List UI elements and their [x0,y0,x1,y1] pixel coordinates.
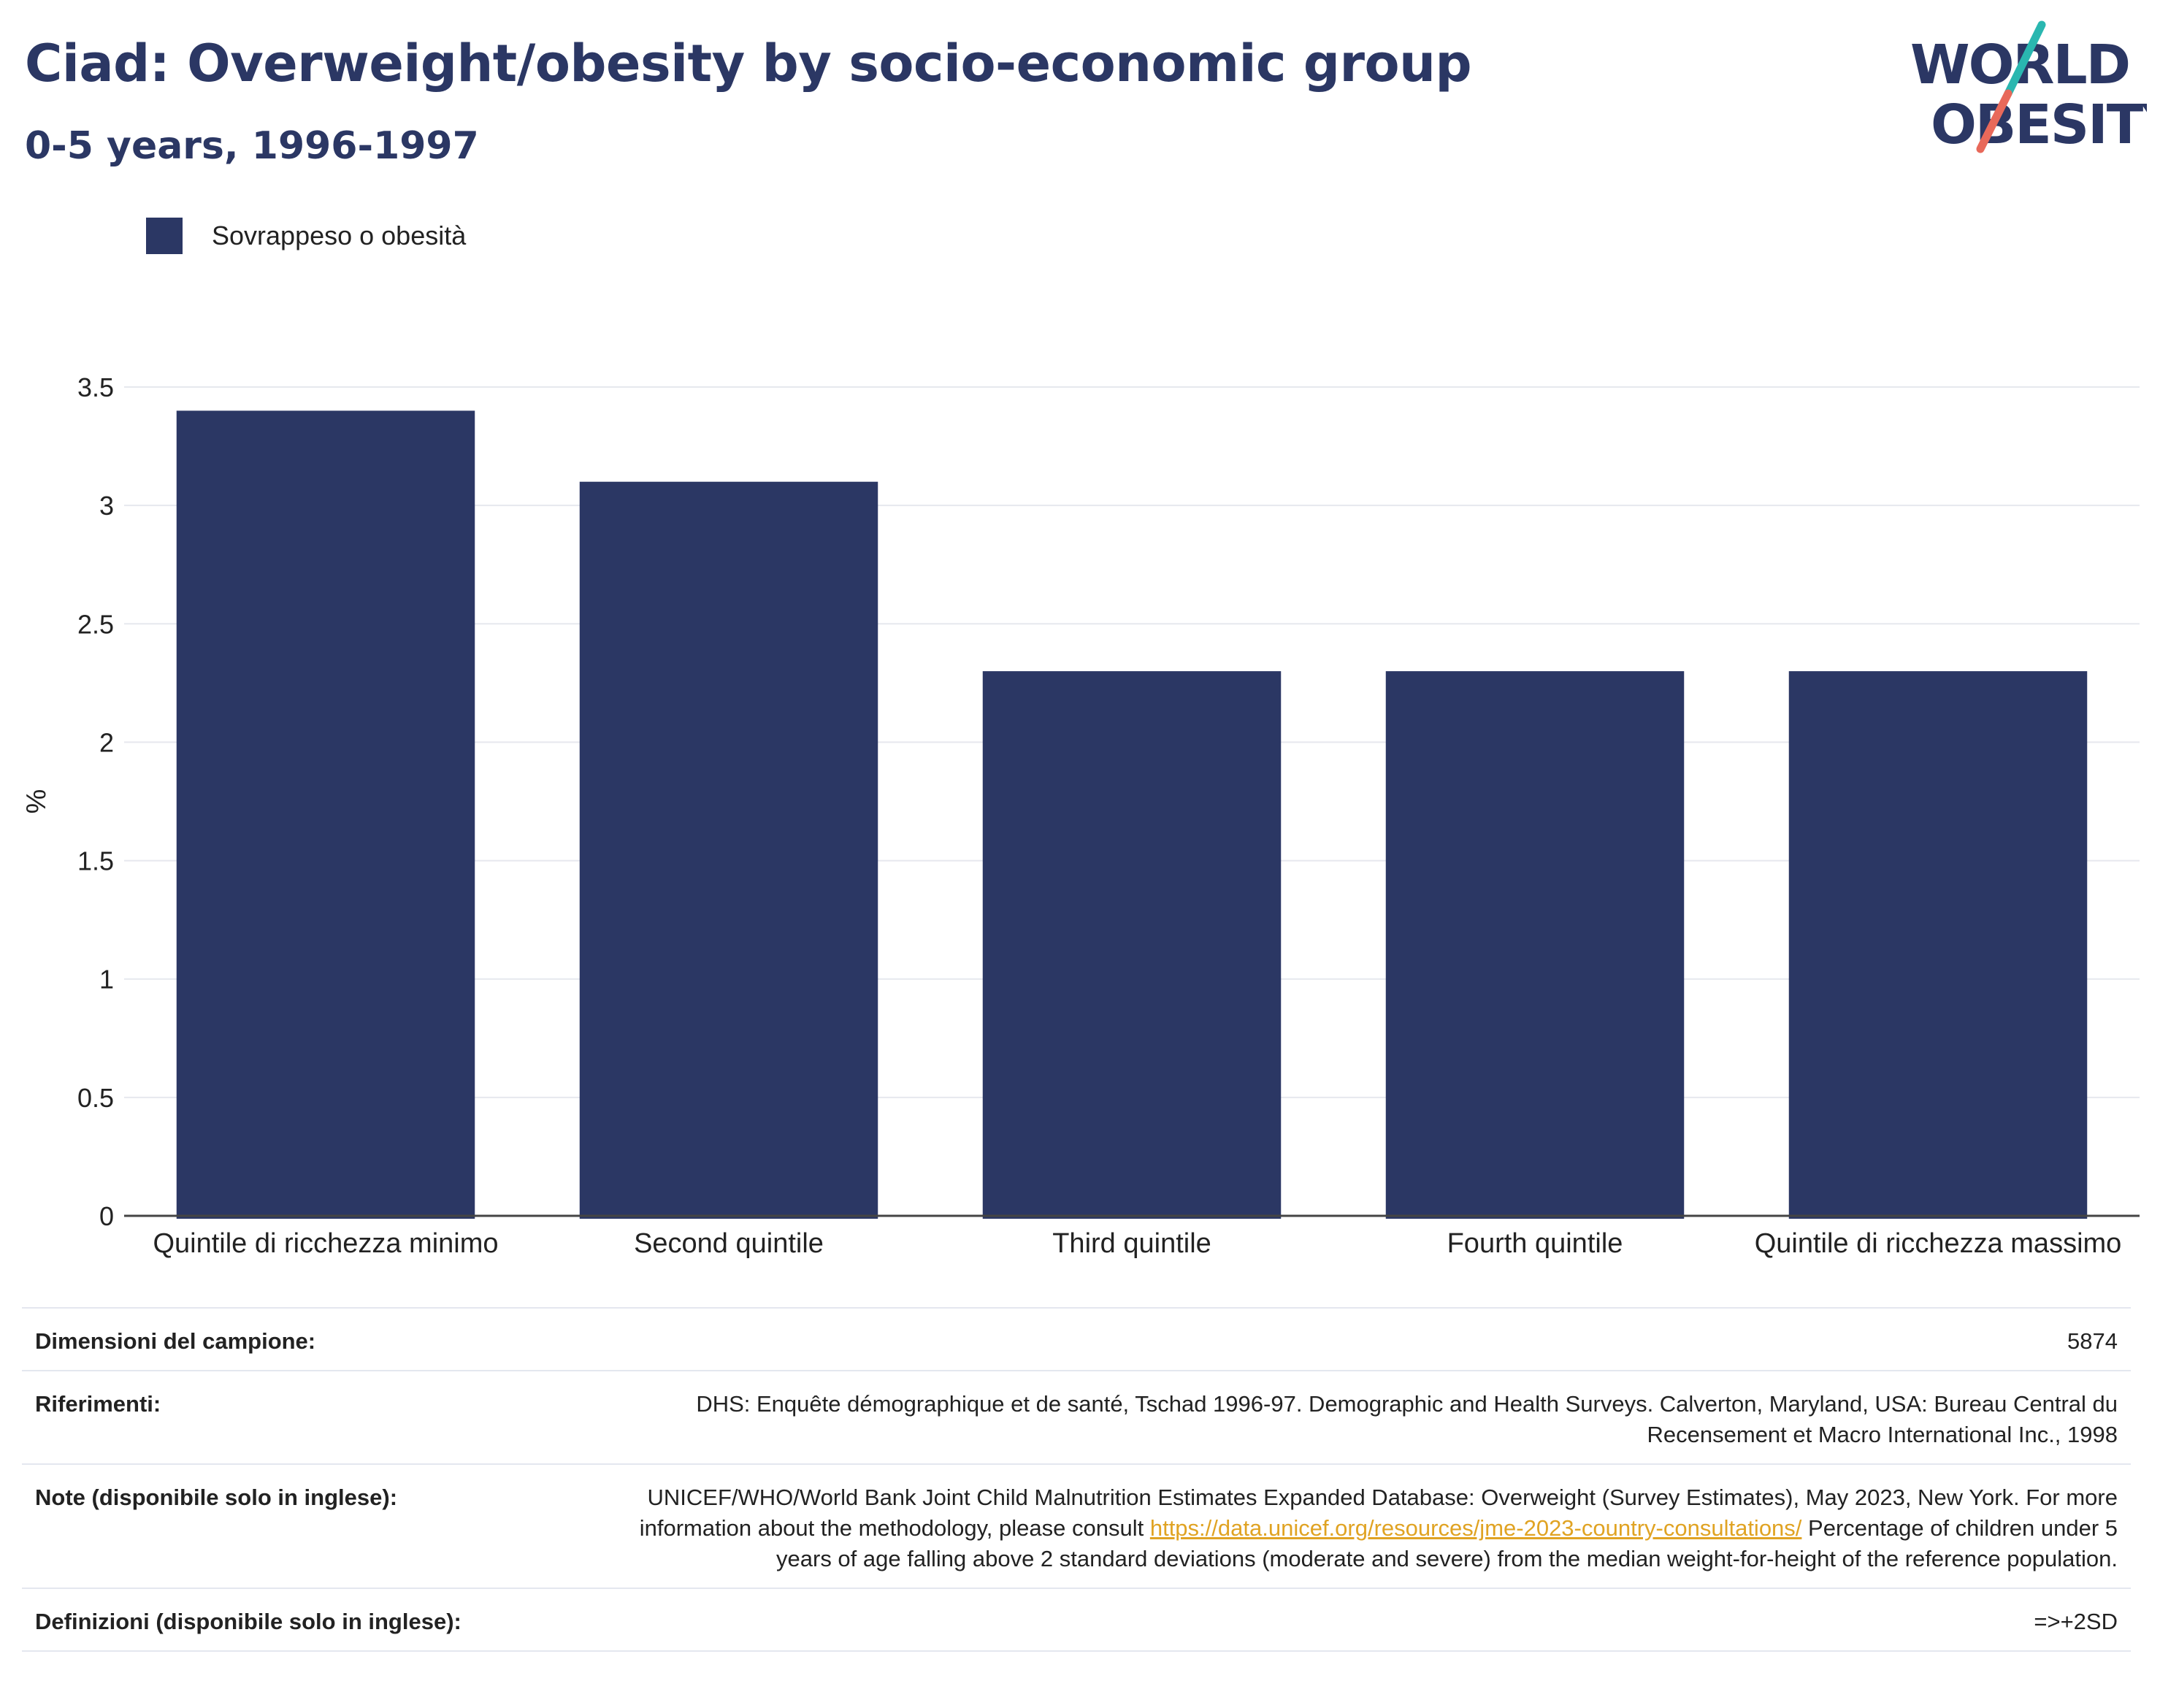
y-axis-label: % [21,789,52,814]
bars [176,410,2088,1219]
x-tick-label: Quintile di ricchezza minimo [153,1228,498,1259]
x-tick-labels: Quintile di ricchezza minimo Second quint… [153,1228,2121,1259]
bar-chart: 0 0.5 1 1.5 2 2.5 3 3.5 Quintile di ricchezza m… [21,372,2140,1259]
y-tick-label: 0.5 [77,1083,114,1113]
y-tick-labels: 0 0.5 1 1.5 2 2.5 3 3.5 [77,372,114,1231]
x-tick-label: Second quintile [634,1228,824,1259]
definitions-label: Definizioni (disponibile solo in inglese… [35,1609,462,1634]
bar [982,671,1282,1219]
bar [1385,671,1685,1219]
y-tick-label: 2.5 [77,609,114,639]
y-tick-label: 1 [99,965,114,995]
notes-link[interactable]: https://data.unicef.org/resources/jme-20… [1149,1515,1802,1541]
info-table: Dimensioni del campione: 5874 Riferiment… [22,1307,2131,1652]
y-tick-label: 1.5 [77,846,114,876]
chart-legend[interactable]: Sovrappeso o obesità [146,216,466,256]
logo-slash-bottom [1976,89,2012,153]
x-tick-label: Fourth quintile [1447,1228,1623,1259]
bar [176,410,475,1219]
bar [1788,671,2088,1219]
chart-subtitle: 0-5 years, 1996-1997 [25,124,479,168]
notes-value: UNICEF/WHO/World Bank Joint Child Malnut… [603,1464,2131,1588]
notes-text-2: Percentage of children under 5 years of … [776,1515,2118,1571]
legend-label: Sovrappeso o obesità [212,221,467,250]
info-row-notes: Note (disponibile solo in inglese): UNIC… [22,1464,2131,1588]
y-tick-label: 3.5 [77,372,114,402]
legend-swatch [146,218,183,254]
info-row-references: Riferimenti: DHS: Enquête démographique … [22,1371,2131,1464]
references-value: DHS: Enquête démographique et de santé, … [696,1391,2118,1447]
logo-slash-top [2004,20,2046,98]
world-obesity-logo: WORLD OBESITY [1910,20,2147,156]
x-tick-label: Quintile di ricchezza massimo [1755,1228,2122,1259]
bar [579,481,878,1219]
info-row-sample: Dimensioni del campione: 5874 [22,1308,2131,1371]
y-tick-label: 0 [99,1201,114,1231]
notes-label: Note (disponibile solo in inglese): [35,1485,398,1510]
sample-size-label: Dimensioni del campione: [35,1328,316,1354]
info-row-definitions: Definizioni (disponibile solo in inglese… [22,1588,2131,1651]
logo-line-2: OBESITY [1931,93,2147,156]
notes-text-1: UNICEF/WHO/World Bank Joint Child Malnut… [639,1485,2118,1541]
definitions-value: =>+2SD [2034,1609,2118,1634]
references-label: Riferimenti: [35,1391,161,1417]
x-tick-label: Third quintile [1052,1228,1211,1259]
y-tick-label: 2 [99,727,114,757]
y-tick-label: 3 [99,491,114,521]
chart-title: Ciad: Overweight/obesity by socio-econom… [25,34,1472,93]
sample-size-value: 5874 [2067,1328,2118,1354]
